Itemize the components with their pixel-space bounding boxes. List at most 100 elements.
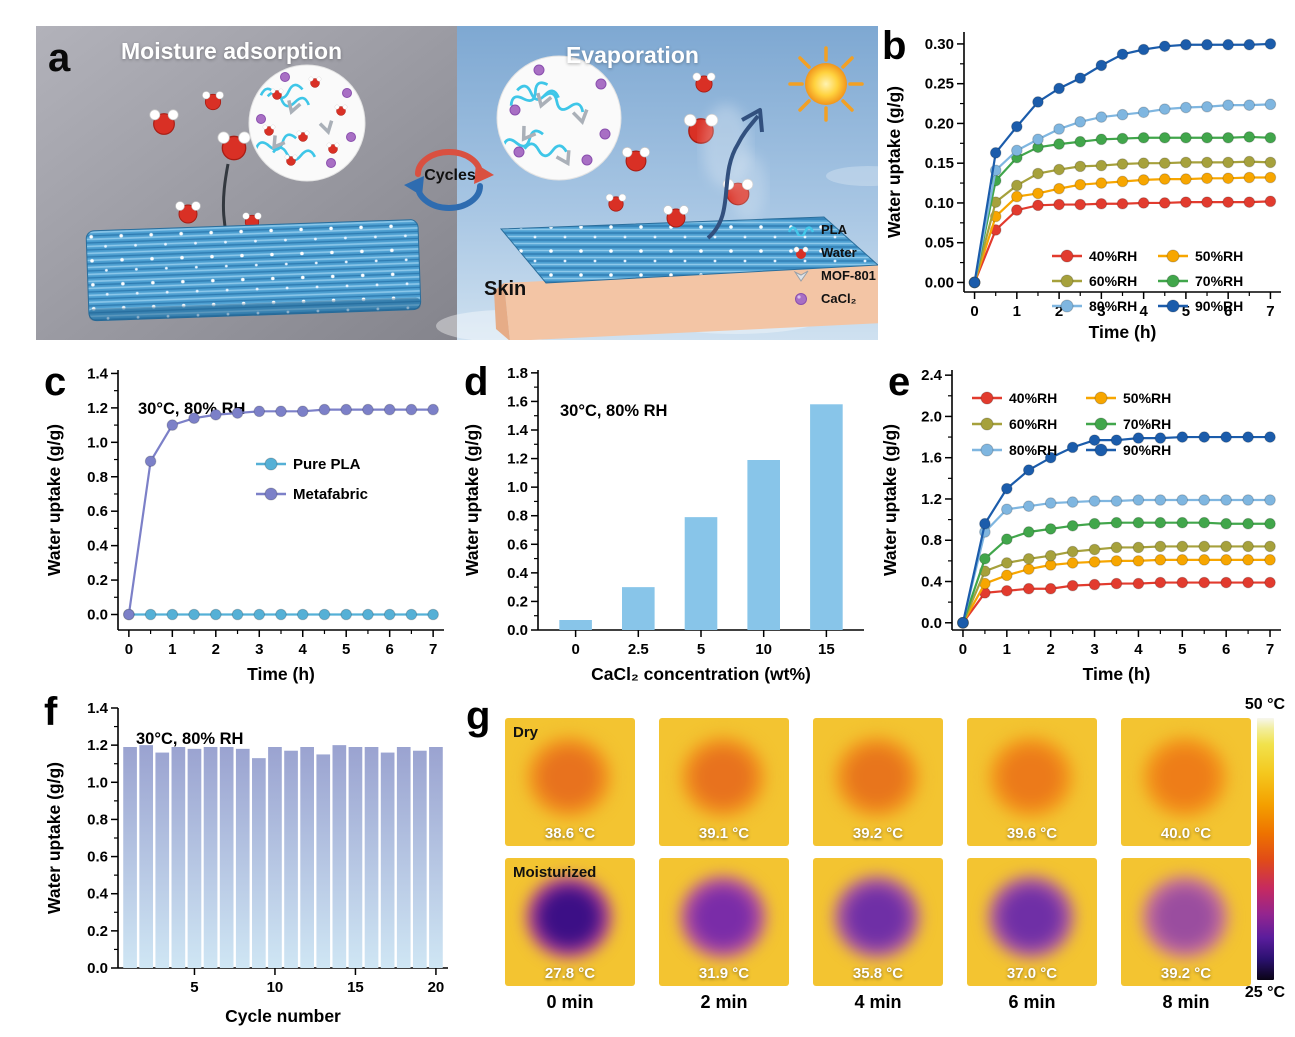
- svg-text:40%RH: 40%RH: [1009, 390, 1057, 406]
- svg-text:Cycle number: Cycle number: [225, 1006, 341, 1026]
- thermal-blob: [1137, 872, 1232, 962]
- svg-text:0.4: 0.4: [921, 574, 943, 591]
- bar: [429, 747, 443, 968]
- svg-text:3: 3: [1090, 641, 1098, 658]
- x-ticks: 0 2.5 5 10 15: [571, 630, 835, 658]
- axes: 0 1 2 3 4 5 6 7 0.00 0.05 0.10 0.15 0.20 0.25 0.30 Time…: [884, 32, 1281, 342]
- evaporation-arrow-icon: [702, 104, 766, 240]
- mof-in-inset: [272, 99, 334, 150]
- series-Metafabric: [123, 403, 439, 621]
- svg-text:70%RH: 70%RH: [1195, 273, 1243, 289]
- panel-e-chart: e 0 1 2 3 4 5 6 7 0.0 0.4 0.8 1.2 1.6 2.0 2.4 Time (h) W…: [876, 352, 1295, 690]
- evaporation-title: Evaporation: [566, 42, 699, 68]
- panel-a-graphics: [36, 26, 916, 342]
- svg-text:1.2: 1.2: [507, 451, 528, 468]
- svg-text:0: 0: [970, 303, 978, 320]
- thermal-row-label: Dry: [513, 724, 539, 741]
- svg-text:1.4: 1.4: [87, 700, 109, 717]
- bar: [332, 745, 347, 968]
- thermal-image: Moisturized 27.8 °C: [505, 858, 635, 986]
- series-90%RH: [968, 38, 1277, 289]
- svg-text:3: 3: [255, 641, 263, 658]
- time-label: 2 min: [700, 992, 748, 1012]
- water-uptake-vs-time-chart: 0 1 2 3 4 5 6 7 0.00 0.05 0.10 0.15 0.20 0.25 0.30 Time…: [884, 32, 1281, 342]
- bar: [300, 747, 314, 968]
- axes: 0 1 2 3 4 5 6 7 0.0 0.4 0.8 1.2 1.6 2.0 2.4 Time (h) Wat…: [880, 367, 1281, 684]
- svg-text:0.15: 0.15: [925, 155, 954, 172]
- svg-text:0: 0: [125, 641, 133, 658]
- svg-text:0.2: 0.2: [87, 572, 108, 589]
- colorbar-max-label: 50 °C: [1244, 696, 1286, 713]
- bar: [622, 587, 655, 630]
- svg-text:0.8: 0.8: [507, 508, 528, 525]
- condition-annotation: 30°C, 80% RH: [560, 402, 667, 420]
- panel-label-d: d: [464, 360, 489, 404]
- temperature-reading: 39.1 °C: [698, 825, 750, 842]
- thermal-blob: [521, 732, 616, 822]
- series-70%RH: [968, 131, 1277, 289]
- thermal-blob: [675, 732, 770, 822]
- x-ticks: 5 10 15 20: [190, 968, 444, 996]
- pla-vs-metafabric-chart: 0 1 2 3 4 5 6 7 0.0 0.2 0.4 0.6 0.8 1.0 1.2 1.4 Time (h)…: [44, 365, 444, 684]
- legend-item-water: Water: [788, 241, 876, 264]
- svg-text:2.4: 2.4: [921, 367, 943, 384]
- cycles-label: Cycles: [424, 167, 476, 184]
- legend-label: PLA: [821, 222, 847, 237]
- legend-item-pla: PLA: [788, 218, 876, 241]
- bar: [187, 748, 202, 968]
- legend-item-mof801: MOF-801: [788, 264, 876, 287]
- temperature-reading: 39.6 °C: [1006, 825, 1058, 842]
- svg-text:1.4: 1.4: [507, 422, 529, 439]
- svg-text:Water uptake (g/g): Water uptake (g/g): [880, 424, 900, 576]
- temperature-reading: 27.8 °C: [544, 965, 596, 982]
- svg-text:0.20: 0.20: [925, 115, 954, 132]
- panel-label-c: c: [44, 360, 67, 404]
- svg-text:7: 7: [1266, 303, 1274, 320]
- pla-icon: [788, 225, 814, 236]
- svg-text:0.6: 0.6: [87, 503, 108, 520]
- panel-a-legend: PLA Water MOF-801 CaCl₂: [788, 218, 876, 310]
- svg-text:5: 5: [1182, 303, 1190, 320]
- svg-text:Metafabric: Metafabric: [293, 486, 368, 503]
- bar: [252, 758, 266, 968]
- svg-text:3: 3: [1097, 303, 1105, 320]
- svg-text:0.2: 0.2: [507, 593, 528, 610]
- bar: [171, 747, 186, 968]
- thermal-blob: [983, 732, 1078, 822]
- svg-text:90%RH: 90%RH: [1195, 298, 1243, 314]
- axes: 0.0 0.2 0.4 0.6 0.8 1.0 1.2 1.4 1.6 1.8 CaCl₂ conc…: [462, 365, 864, 684]
- bar: [155, 752, 170, 968]
- svg-text:4: 4: [299, 641, 308, 658]
- water-molecule-icon: [793, 246, 809, 259]
- svg-text:0.8: 0.8: [921, 532, 942, 549]
- svg-text:0.0: 0.0: [87, 960, 108, 977]
- chart-legend: 40%RH 50%RH 60%RH 70%RH 80%RH 90%RH: [1052, 248, 1243, 314]
- evaporation-inset: [496, 55, 622, 181]
- svg-text:0.8: 0.8: [87, 469, 108, 486]
- svg-text:10: 10: [755, 641, 772, 658]
- thermal-image: 39.6 °C: [967, 718, 1097, 846]
- svg-text:2.5: 2.5: [628, 641, 649, 658]
- bar: [316, 754, 331, 968]
- series-40%RH: [957, 576, 1276, 629]
- svg-text:Time (h): Time (h): [1083, 664, 1151, 684]
- series-60%RH: [957, 540, 1276, 629]
- thermal-image: 37.0 °C: [967, 858, 1097, 986]
- svg-text:0.30: 0.30: [925, 36, 954, 53]
- bar: [203, 747, 218, 968]
- axes: 0.0 0.2 0.4 0.6 0.8 1.0 1.2 1.4 Cycle number Wate…: [44, 700, 448, 1026]
- svg-text:0.6: 0.6: [507, 536, 528, 553]
- colorbar: 50 °C 25 °C: [1230, 696, 1295, 1036]
- thermal-image: Dry 38.6 °C: [505, 718, 635, 846]
- colorbar-gradient: [1256, 718, 1274, 980]
- bar: [380, 752, 395, 968]
- svg-text:80%RH: 80%RH: [1009, 442, 1057, 458]
- thermal-image: 40.0 °C: [1121, 718, 1251, 846]
- svg-text:0: 0: [959, 641, 967, 658]
- svg-text:50%RH: 50%RH: [1123, 390, 1171, 406]
- temperature-reading: 31.9 °C: [698, 965, 750, 982]
- svg-text:0.0: 0.0: [87, 607, 108, 624]
- skin-block: [494, 216, 884, 341]
- skin-label: Skin: [484, 278, 527, 300]
- temperature-reading: 39.2 °C: [1160, 965, 1212, 982]
